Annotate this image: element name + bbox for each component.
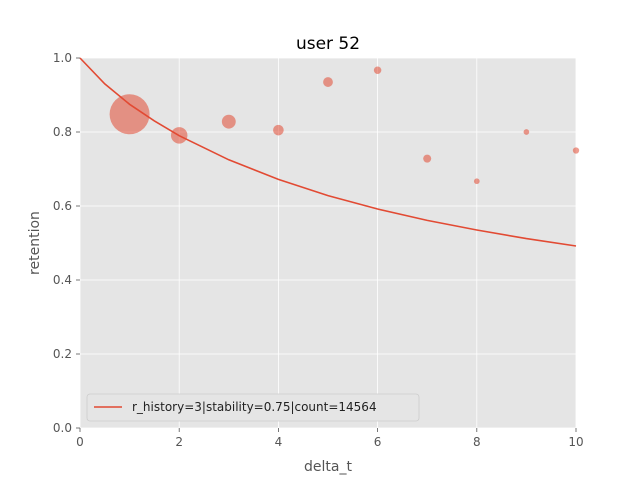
scatter-point xyxy=(572,147,580,154)
scatter-point xyxy=(221,114,236,129)
scatter-point xyxy=(373,66,382,74)
retention-curve xyxy=(79,57,577,247)
plot-area xyxy=(80,58,576,428)
y-tick-label: 0.0 xyxy=(53,421,72,435)
y-tick-label: 1.0 xyxy=(53,51,72,65)
grid-lines xyxy=(79,57,577,429)
y-tick-label: 0.2 xyxy=(53,347,72,361)
legend-box xyxy=(86,393,420,422)
x-tick-label: 8 xyxy=(473,435,481,449)
scatter-point xyxy=(423,154,432,163)
axis-ticks: 0 2 4 6 8 10 0.0 0.2 0.4 0.6 0.8 1.0 xyxy=(53,51,584,449)
legend-label: r_history=3|stability=0.75|count=14564 xyxy=(132,400,377,414)
x-tick-label: 2 xyxy=(175,435,183,449)
x-tick-label: 10 xyxy=(568,435,583,449)
scatter-point xyxy=(323,77,333,87)
y-tick-label: 0.8 xyxy=(53,125,72,139)
chart-title: user 52 xyxy=(296,34,360,54)
y-axis-label: retention xyxy=(27,211,43,275)
x-tick-label: 4 xyxy=(275,435,283,449)
legend: r_history=3|stability=0.75|count=14564 xyxy=(86,393,420,422)
curve-layer xyxy=(79,57,577,247)
y-tick-label: 0.4 xyxy=(53,273,72,287)
scatter-point xyxy=(523,129,530,135)
y-tick-label: 0.6 xyxy=(53,199,72,213)
x-axis-label: delta_t xyxy=(304,459,352,475)
scatter-point xyxy=(473,178,480,185)
scatter-point xyxy=(273,124,284,136)
x-tick-label: 6 xyxy=(374,435,382,449)
x-tick-label: 0 xyxy=(76,435,84,449)
scatter-point xyxy=(109,94,150,135)
